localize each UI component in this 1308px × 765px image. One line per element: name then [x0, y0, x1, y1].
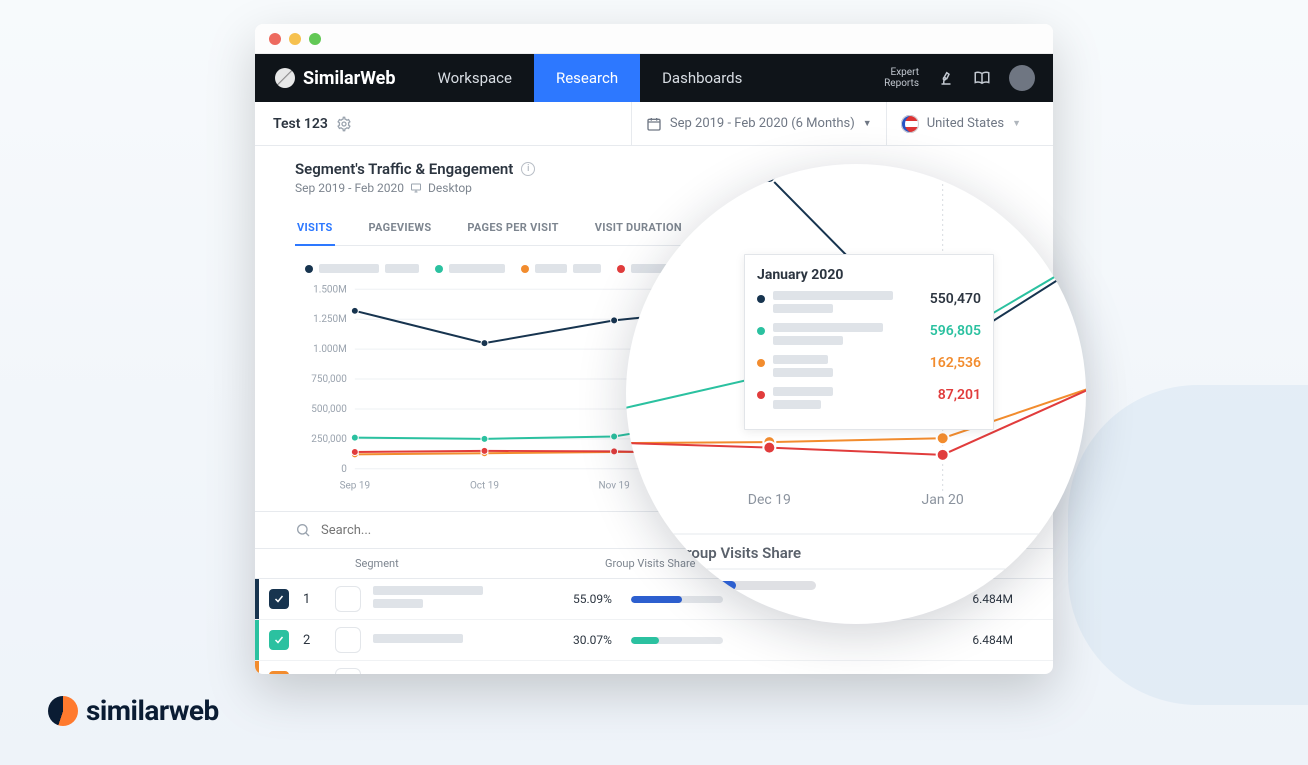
row-checkbox[interactable]: [269, 589, 289, 609]
brand-icon: [275, 68, 295, 88]
row-checkbox[interactable]: [269, 630, 289, 650]
similarweb-logo-icon: [48, 696, 78, 726]
watermark-text: similarweb: [86, 694, 219, 727]
table-row[interactable]: 3 8.31% 945,071 2.228M: [255, 661, 1053, 674]
tab-pageviews[interactable]: PAGEVIEWS: [367, 211, 434, 245]
tab-visits[interactable]: VISITS: [295, 211, 335, 246]
segment-icon: [335, 668, 361, 674]
zoom-lens: Nov 19Dec 19Jan 20 January 2020 550,470 …: [626, 164, 1086, 624]
lens-col-header: Group Visits Share: [676, 544, 1086, 562]
book-icon[interactable]: [973, 69, 991, 87]
segment-cell: [373, 586, 573, 612]
legend-item: [521, 264, 601, 273]
country-label: United States: [927, 116, 1004, 131]
svg-text:250,000: 250,000: [311, 434, 347, 445]
lens-table-row: 93M: [626, 577, 1086, 593]
date-range-label: Sep 2019 - Feb 2020 (6 Months): [670, 116, 855, 131]
svg-text:Nov 19: Nov 19: [598, 481, 629, 492]
calendar-icon: [646, 116, 662, 132]
legend-item: [435, 264, 505, 273]
date-range-selector[interactable]: Sep 2019 - Feb 2020 (6 Months) ▼: [631, 102, 886, 146]
microscope-icon[interactable]: [937, 69, 955, 87]
svg-text:750,000: 750,000: [311, 374, 347, 385]
svg-text:0: 0: [341, 464, 347, 475]
svg-text:1.500M: 1.500M: [313, 284, 347, 295]
background-shape: [1068, 385, 1308, 705]
gear-icon[interactable]: [336, 116, 352, 132]
window-titlebar: [255, 24, 1053, 54]
brand-name: SimilarWeb: [303, 68, 396, 89]
group-visits-share-cell: 55.09%: [573, 592, 723, 606]
row-checkbox[interactable]: [269, 671, 289, 674]
svg-text:Oct 19: Oct 19: [470, 481, 499, 492]
tooltip-title: January 2020: [757, 267, 981, 283]
segment-icon: [335, 586, 361, 612]
info-icon[interactable]: i: [521, 162, 535, 176]
country-selector[interactable]: United States ▼: [886, 102, 1035, 146]
svg-text:Sep 19: Sep 19: [340, 481, 370, 492]
tooltip-row: 596,805: [757, 323, 981, 349]
chevron-down-icon: ▼: [1012, 118, 1021, 129]
svg-text:500,000: 500,000: [311, 404, 347, 415]
window-maximize-dot[interactable]: [309, 33, 321, 45]
col-segment[interactable]: Segment: [355, 557, 605, 570]
svg-text:Dec 19: Dec 19: [748, 492, 791, 508]
tab-pages-per-visit[interactable]: PAGES PER VISIT: [465, 211, 560, 245]
chart-tooltip: January 2020 550,470 596,805 162,536 87,…: [744, 254, 994, 430]
row-number: 2: [303, 633, 323, 648]
segment-cell: [373, 634, 573, 647]
lens-col-right: Total: [1073, 542, 1087, 560]
svg-text:1.250M: 1.250M: [313, 314, 347, 325]
window-close-dot[interactable]: [269, 33, 281, 45]
table-row[interactable]: 2 30.07% 6.484M: [255, 620, 1053, 661]
value-cell: 6.484M: [913, 633, 1013, 647]
user-avatar[interactable]: [1009, 65, 1035, 91]
row-number: 3: [303, 674, 323, 675]
us-flag-icon: [901, 115, 919, 133]
svg-text:Jan 20: Jan 20: [922, 492, 964, 508]
expert-reports-link[interactable]: Expert Reports: [884, 67, 919, 89]
nav-item-workspace[interactable]: Workspace: [416, 54, 534, 102]
sort-desc-icon[interactable]: [1073, 544, 1087, 558]
segment-icon: [335, 627, 361, 653]
top-navbar: SimilarWeb WorkspaceResearchDashboards E…: [255, 54, 1053, 102]
watermark: similarweb: [48, 694, 219, 727]
context-bar: Test 123 Sep 2019 - Feb 2020 (6 Months) …: [255, 102, 1053, 146]
group-visits-share-cell: 30.07%: [573, 633, 723, 647]
legend-item: [305, 264, 419, 273]
lens-share-bar: [626, 581, 816, 590]
brand[interactable]: SimilarWeb: [255, 68, 416, 89]
svg-text:1.000M: 1.000M: [313, 344, 347, 355]
nav-item-dashboards[interactable]: Dashboards: [640, 54, 764, 102]
row-number: 1: [303, 592, 323, 607]
workspace-title: Test 123: [273, 116, 328, 132]
chevron-down-icon: ▼: [863, 118, 872, 129]
tooltip-row: 87,201: [757, 387, 981, 413]
tooltip-row: 162,536: [757, 355, 981, 381]
: [295, 522, 311, 538]
tooltip-row: 550,470: [757, 291, 981, 317]
tab-visit-duration[interactable]: VISIT DURATION: [593, 211, 684, 245]
desktop-icon: [410, 182, 422, 194]
nav-item-research[interactable]: Research: [534, 54, 640, 102]
lens-total-value: 93M: [1048, 577, 1086, 593]
window-minimize-dot[interactable]: [289, 33, 301, 45]
